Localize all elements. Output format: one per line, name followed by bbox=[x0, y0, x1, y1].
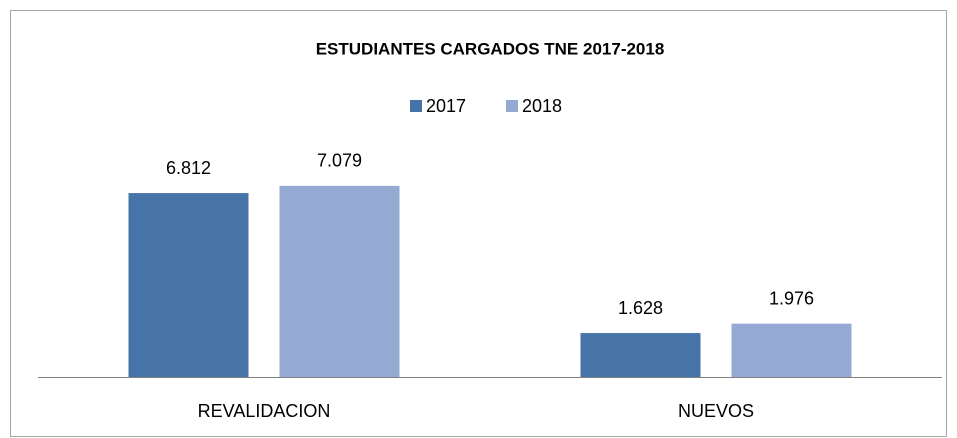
bar bbox=[731, 323, 852, 377]
legend-label: 2017 bbox=[426, 96, 466, 116]
bar bbox=[279, 185, 400, 377]
bar bbox=[580, 333, 701, 377]
legend-swatch bbox=[506, 100, 518, 112]
chart-title: ESTUDIANTES CARGADOS TNE 2017-2018 bbox=[316, 39, 665, 58]
x-tick-label: NUEVOS bbox=[678, 401, 754, 421]
data-label: 1.628 bbox=[618, 298, 663, 318]
data-label: 6.812 bbox=[166, 158, 211, 178]
legend-label: 2018 bbox=[522, 96, 562, 116]
data-label: 7.079 bbox=[317, 151, 362, 171]
x-tick-label: REVALIDACION bbox=[198, 401, 331, 421]
bar bbox=[128, 193, 249, 377]
legend-swatch bbox=[410, 100, 422, 112]
data-label: 1.976 bbox=[769, 288, 814, 308]
